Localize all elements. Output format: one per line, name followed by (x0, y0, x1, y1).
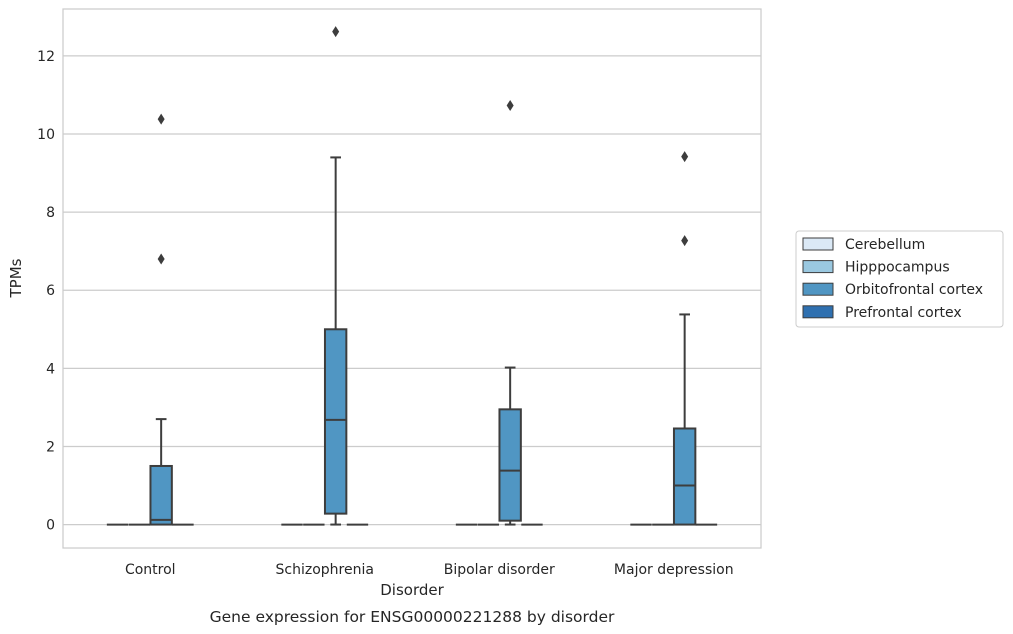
box-body (498, 408, 522, 522)
box-body (149, 464, 173, 526)
box-orbitofrontal-cortex-major-depression (672, 151, 697, 526)
y-tick-label-4: 4 (46, 361, 55, 377)
x-tick-label-major-depression: Major depression (614, 562, 734, 578)
outlier-point (157, 113, 165, 125)
legend-label: Prefrontal cortex (845, 305, 962, 321)
y-tick-label-2: 2 (46, 439, 55, 455)
x-axis-ticks: Control Schizophrenia Bipolar disorder Majo… (125, 562, 734, 578)
outlier-point (681, 235, 689, 247)
x-tick-label-schizophrenia: Schizophrenia (276, 562, 374, 578)
box-plots (106, 26, 718, 526)
legend-frame (795, 230, 1004, 328)
legend-swatch (802, 305, 834, 319)
outlier-point (157, 253, 165, 265)
legend-label: Cerebellum (845, 237, 925, 253)
box-orbitofrontal-cortex-schizophrenia (323, 26, 348, 526)
legend-item-cerebellum: Cerebellum (802, 237, 925, 253)
box-body (672, 427, 697, 526)
box-orbitofrontal-cortex-bipolar-disorder (498, 99, 522, 526)
y-tick-label-6: 6 (46, 283, 55, 299)
legend-item-prefrontal-cortex: Prefrontal cortex (802, 305, 962, 321)
y-tick-label-10: 10 (37, 127, 55, 143)
legend-swatch (802, 260, 834, 274)
x-axis-label: Disorder (380, 581, 444, 599)
outlier-point (332, 26, 340, 38)
y-tick-label-8: 8 (46, 205, 55, 221)
x-tick-label-control: Control (125, 562, 176, 578)
box-orbitofrontal-cortex-control (149, 113, 173, 526)
x-tick-label-bipolar-disorder: Bipolar disorder (444, 562, 555, 578)
plot-frame (62, 8, 762, 549)
y-axis-label: TPMs (7, 258, 25, 298)
legend-swatch (802, 237, 834, 251)
chart-title: Gene expression for ENSG00000221288 by d… (210, 608, 615, 626)
legend-swatch (802, 282, 834, 296)
outlier-point (506, 99, 514, 111)
legend-label: Hipppocampus (845, 260, 950, 276)
box-body (323, 328, 348, 515)
legend-label: Orbitofrontal cortex (845, 282, 983, 298)
legend: Cerebellum Hipppocampus Orbitofrontal cort… (795, 230, 1004, 328)
y-tick-label-12: 12 (37, 49, 55, 65)
legend-item-hipppocampus: Hipppocampus (802, 260, 950, 276)
legend-item-orbitofrontal-cortex: Orbitofrontal cortex (802, 282, 983, 298)
y-axis-ticks: 0 2 4 6 8 10 12 (37, 49, 55, 534)
outlier-point (681, 151, 689, 163)
y-tick-label-0: 0 (46, 518, 55, 534)
